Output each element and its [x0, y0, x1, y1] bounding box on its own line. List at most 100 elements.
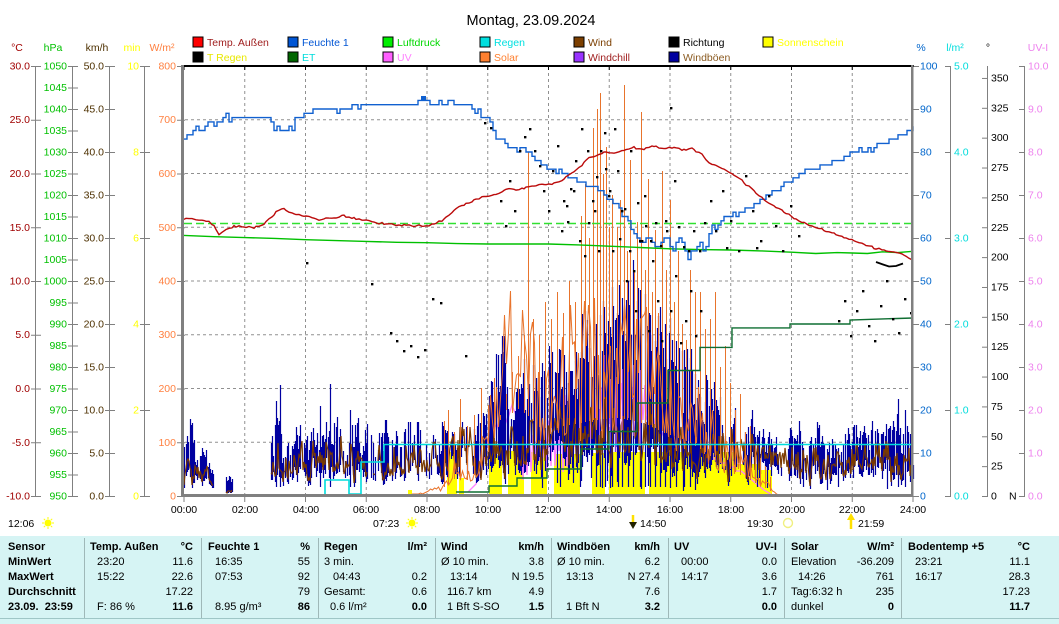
- svg-text:12:00: 12:00: [535, 504, 561, 516]
- svg-text:90: 90: [920, 104, 932, 116]
- svg-text:Montag, 23.09.2024: Montag, 23.09.2024: [467, 13, 596, 29]
- svg-text:18:00: 18:00: [718, 504, 744, 516]
- svg-text:3.0: 3.0: [954, 233, 969, 245]
- svg-text:250: 250: [991, 192, 1009, 204]
- svg-text:Regen: Regen: [494, 37, 525, 49]
- svg-text:35.0: 35.0: [84, 190, 105, 202]
- svg-text:-5.0: -5.0: [12, 437, 30, 449]
- svg-text:30.0: 30.0: [84, 233, 105, 245]
- svg-text:975: 975: [49, 383, 67, 395]
- svg-text:955: 955: [49, 469, 67, 481]
- svg-text:1005: 1005: [44, 254, 68, 266]
- svg-text:N: N: [1009, 491, 1017, 503]
- svg-text:-10.0: -10.0: [6, 491, 30, 503]
- svg-text:km/h: km/h: [86, 42, 109, 54]
- svg-text:Solar: Solar: [494, 52, 519, 64]
- svg-text:°: °: [986, 42, 990, 54]
- svg-text:2: 2: [133, 405, 139, 417]
- svg-text:20.0: 20.0: [84, 319, 105, 331]
- svg-text:3.0: 3.0: [1028, 362, 1043, 374]
- svg-text:995: 995: [49, 297, 67, 309]
- svg-text:200: 200: [158, 383, 176, 395]
- svg-text:20:00: 20:00: [779, 504, 805, 516]
- svg-text:1015: 1015: [44, 211, 68, 223]
- svg-text:10.0: 10.0: [84, 405, 105, 417]
- svg-text:UV: UV: [397, 52, 412, 64]
- svg-text:Luftdruck: Luftdruck: [397, 37, 441, 49]
- svg-text:0: 0: [170, 491, 176, 503]
- svg-text:2.0: 2.0: [1028, 405, 1043, 417]
- svg-text:10: 10: [920, 448, 932, 460]
- svg-text:990: 990: [49, 319, 67, 331]
- svg-text:500: 500: [158, 222, 176, 234]
- svg-text:0.0: 0.0: [1028, 491, 1043, 503]
- svg-text:ET: ET: [302, 52, 316, 64]
- svg-text:06:00: 06:00: [353, 504, 379, 516]
- svg-text:950: 950: [49, 491, 67, 503]
- svg-text:21:59: 21:59: [858, 518, 884, 530]
- svg-text:5.0: 5.0: [15, 329, 30, 341]
- svg-text:6: 6: [133, 233, 139, 245]
- svg-text:350: 350: [991, 72, 1009, 84]
- svg-text:5.0: 5.0: [89, 448, 104, 460]
- svg-text:20: 20: [920, 405, 932, 417]
- svg-text:50: 50: [991, 431, 1003, 443]
- svg-text:275: 275: [991, 162, 1009, 174]
- svg-text:1045: 1045: [44, 82, 68, 94]
- svg-text:80: 80: [920, 147, 932, 159]
- svg-text:225: 225: [991, 222, 1009, 234]
- svg-text:Sonnenschein: Sonnenschein: [777, 37, 844, 49]
- svg-text:100: 100: [991, 371, 1009, 383]
- svg-text:1.0: 1.0: [954, 405, 969, 417]
- svg-text:175: 175: [991, 282, 1009, 294]
- svg-text:45.0: 45.0: [84, 104, 105, 116]
- svg-text:15.0: 15.0: [10, 222, 31, 234]
- svg-text:T Regen: T Regen: [207, 52, 247, 64]
- svg-text:800: 800: [158, 61, 176, 73]
- svg-text:°C: °C: [11, 42, 23, 54]
- svg-text:985: 985: [49, 340, 67, 352]
- svg-text:min: min: [124, 42, 141, 54]
- svg-text:5.0: 5.0: [1028, 276, 1043, 288]
- svg-text:4: 4: [133, 319, 139, 331]
- svg-text:Wind: Wind: [588, 37, 612, 49]
- svg-text:325: 325: [991, 102, 1009, 114]
- svg-text:UV-I: UV-I: [1028, 42, 1048, 54]
- svg-text:W/m²: W/m²: [149, 42, 175, 54]
- svg-text:0.0: 0.0: [89, 491, 104, 503]
- svg-text:12:06: 12:06: [8, 518, 34, 530]
- svg-text:Windböen: Windböen: [683, 52, 730, 64]
- svg-text:980: 980: [49, 362, 67, 374]
- svg-text:200: 200: [991, 252, 1009, 264]
- svg-text:300: 300: [991, 132, 1009, 144]
- svg-text:300: 300: [158, 329, 176, 341]
- svg-text:4.0: 4.0: [1028, 319, 1043, 331]
- svg-text:hPa: hPa: [44, 42, 63, 54]
- svg-text:1035: 1035: [44, 125, 68, 137]
- svg-text:30: 30: [920, 362, 932, 374]
- svg-text:10: 10: [127, 61, 139, 73]
- svg-text:16:00: 16:00: [657, 504, 683, 516]
- svg-text:1025: 1025: [44, 168, 68, 180]
- svg-text:25.0: 25.0: [10, 114, 31, 126]
- svg-text:Temp. Außen: Temp. Außen: [207, 37, 269, 49]
- svg-text:1010: 1010: [44, 233, 68, 245]
- svg-text:10:00: 10:00: [475, 504, 501, 516]
- svg-text:20.0: 20.0: [10, 168, 31, 180]
- svg-text:10.0: 10.0: [10, 276, 31, 288]
- svg-text:15.0: 15.0: [84, 362, 105, 374]
- svg-text:1.0: 1.0: [1028, 448, 1043, 460]
- svg-text:19:30: 19:30: [747, 518, 773, 530]
- svg-text:30.0: 30.0: [10, 61, 31, 73]
- svg-text:00:00: 00:00: [171, 504, 197, 516]
- svg-text:1000: 1000: [44, 276, 68, 288]
- svg-text:1020: 1020: [44, 190, 68, 202]
- svg-text:%: %: [916, 42, 925, 54]
- svg-text:14:00: 14:00: [596, 504, 622, 516]
- svg-text:25: 25: [991, 461, 1003, 473]
- svg-text:965: 965: [49, 426, 67, 438]
- svg-text:07:23: 07:23: [373, 518, 399, 530]
- svg-text:125: 125: [991, 341, 1009, 353]
- svg-text:0: 0: [920, 491, 926, 503]
- svg-text:08:00: 08:00: [414, 504, 440, 516]
